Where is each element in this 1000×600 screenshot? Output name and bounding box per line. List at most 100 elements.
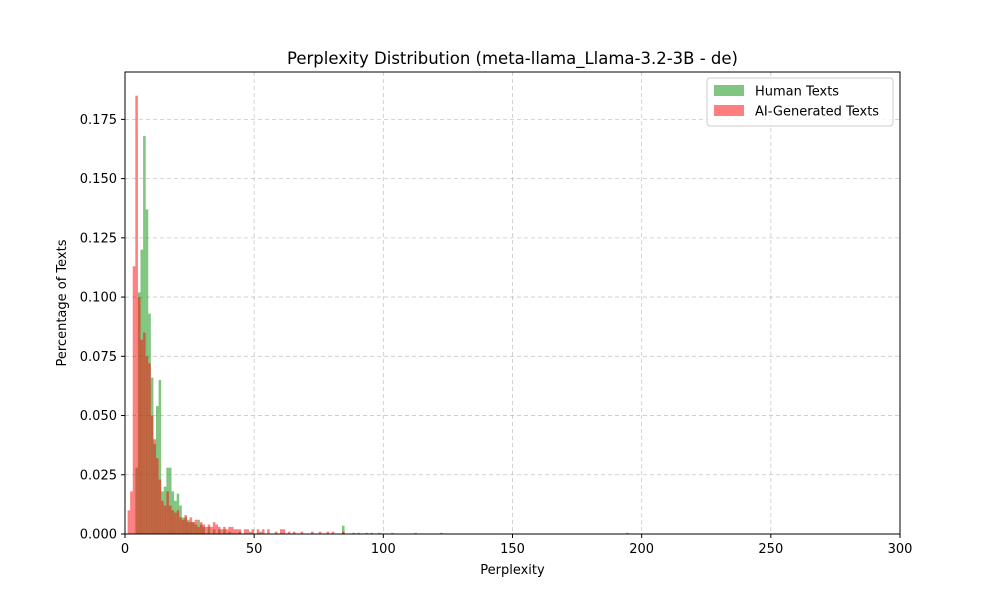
series-ai-bars (127, 95, 417, 534)
grid-lines (125, 72, 900, 534)
histogram-bar (236, 529, 239, 534)
histogram-bar (225, 529, 229, 534)
y-axis: 0.000 0.025 0.050 0.075 0.100 0.125 0.150 0.175 (80, 113, 125, 543)
histogram-bar (176, 510, 180, 534)
histogram-bar (189, 517, 193, 534)
legend-swatch-ai (714, 105, 744, 116)
x-tick-label: 200 (629, 542, 654, 557)
histogram-bar (184, 515, 187, 534)
y-tick-label: 0.050 (80, 409, 117, 424)
histogram-bar (156, 458, 159, 534)
histogram-bar (166, 491, 169, 534)
histogram-bar (249, 531, 252, 534)
histogram-bar (318, 531, 322, 534)
x-tick-label: 150 (500, 542, 525, 557)
histogram-bar (287, 531, 291, 534)
histogram-bar (153, 439, 156, 534)
histogram-bar (148, 363, 151, 534)
histogram-bar (168, 505, 172, 534)
histogram-bar (207, 524, 211, 534)
histogram-bar (218, 526, 221, 534)
histogram-bar (230, 526, 234, 534)
x-tick-label: 300 (888, 542, 913, 557)
histogram-bar (261, 529, 265, 534)
histogram-bar (194, 519, 198, 534)
histogram-bar (127, 510, 131, 534)
x-tick-label: 0 (121, 542, 129, 557)
histogram-bar (197, 526, 200, 534)
x-tick-label: 50 (246, 542, 263, 557)
histogram-bar (181, 519, 185, 534)
histogram-bar (331, 531, 335, 534)
histogram-bar (137, 297, 141, 534)
histogram-bar (205, 526, 208, 534)
histogram-bar (357, 532, 361, 534)
histogram-bar (140, 339, 144, 534)
histogram-bar (179, 517, 182, 534)
histogram-bar (259, 531, 262, 534)
histogram-bar (215, 524, 218, 534)
x-axis-label: Perplexity (480, 563, 545, 578)
histogram-bar (238, 529, 242, 534)
histogram-bar (199, 522, 203, 534)
histogram-bar (202, 524, 206, 534)
y-tick-label: 0.000 (80, 528, 117, 543)
histogram-bar (220, 529, 224, 534)
histogram-bar (174, 512, 177, 534)
histogram-bar (145, 356, 149, 534)
histogram-bar (391, 532, 394, 534)
legend-box (706, 77, 894, 127)
legend-swatch-human (714, 85, 744, 96)
histogram-bar (267, 529, 270, 534)
histogram-bar (233, 529, 237, 534)
histogram-bar (342, 531, 345, 534)
histogram-bar (282, 529, 286, 534)
x-tick-label: 100 (371, 542, 396, 557)
histogram-bar (130, 491, 133, 534)
histogram-bar (187, 522, 190, 534)
histogram-bar (158, 380, 162, 534)
histogram-bar (210, 526, 213, 534)
histogram-bar (280, 529, 283, 534)
histogram-bar (212, 522, 216, 534)
bars-layer (127, 95, 629, 534)
histogram-bar (440, 532, 443, 534)
x-axis: 0 50 100 150 200 250 300 (121, 534, 913, 557)
histogram-bar (256, 529, 260, 534)
histogram-bar (150, 415, 154, 534)
histogram-bar (326, 531, 330, 534)
histogram-bar (135, 95, 138, 534)
histogram-bar (163, 505, 167, 534)
y-tick-label: 0.150 (80, 172, 117, 187)
histogram-bar (626, 532, 629, 534)
legend-label-human: Human Texts (755, 85, 839, 100)
histogram-bar (311, 531, 314, 534)
histogram-bar (365, 532, 368, 534)
histogram-bar (414, 532, 417, 534)
histogram-bar (192, 522, 195, 534)
y-tick-label: 0.175 (80, 113, 117, 128)
histogram-bar (300, 531, 304, 534)
histogram-bar (223, 526, 226, 534)
histogram-bar (342, 525, 345, 534)
y-tick-label: 0.125 (80, 231, 117, 246)
histogram-bar (168, 467, 172, 534)
legend-label-ai: AI-Generated Texts (755, 105, 879, 120)
histogram-bar (251, 529, 255, 534)
histogram-bar (370, 532, 373, 534)
y-axis-label: Percentage of Texts (55, 239, 70, 366)
histogram-bar (132, 266, 136, 534)
chart-title: Perplexity Distribution (meta-llama_Llam… (287, 49, 738, 69)
histogram-bar (161, 500, 164, 534)
y-tick-label: 0.100 (80, 291, 117, 306)
legend: Human Texts AI-Generated Texts (706, 77, 894, 127)
histogram-bar (228, 526, 231, 534)
histogram-bar (274, 531, 278, 534)
histogram-bar (143, 332, 146, 534)
histogram-bar (246, 529, 249, 534)
x-tick-label: 250 (758, 542, 783, 557)
histogram-bar (243, 529, 247, 534)
histogram-bar (158, 479, 162, 534)
histogram-bar (292, 531, 296, 534)
